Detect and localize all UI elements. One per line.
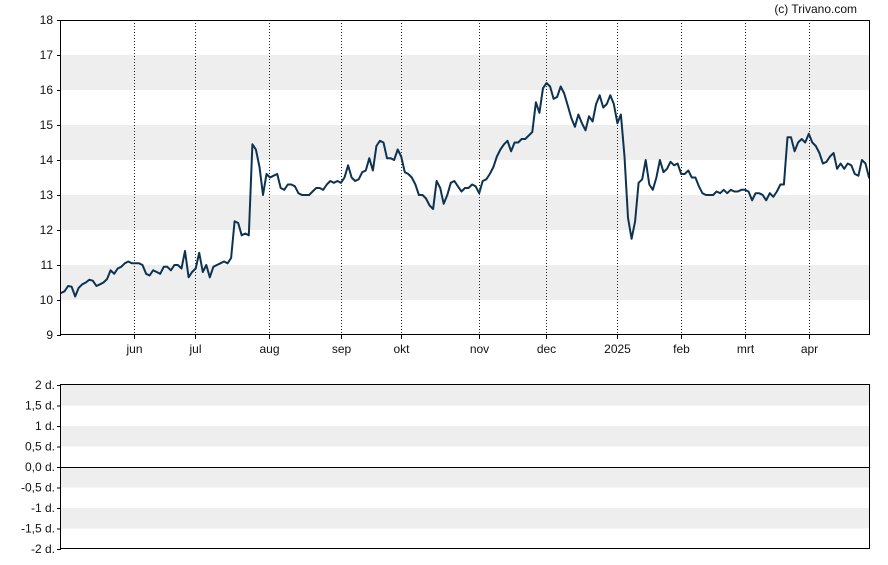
copyright-label: (c) Trivano.com bbox=[774, 2, 857, 16]
y-tick-label: 1 d. bbox=[35, 419, 55, 433]
price-chart-y-axis: 9 10 11 12 13 14 15 16 17 18 bbox=[40, 13, 61, 342]
y-tick-label: 18 bbox=[40, 13, 54, 27]
dividend-chart-frame bbox=[60, 384, 870, 549]
x-tick-label: sep bbox=[332, 342, 352, 356]
x-tick-label: jun bbox=[125, 342, 142, 356]
y-tick-label: 12 bbox=[40, 223, 54, 237]
y-tick-label: -2 d. bbox=[31, 542, 55, 556]
dividend-chart-bands bbox=[61, 385, 869, 529]
x-tick-label: apr bbox=[801, 342, 818, 356]
x-tick-label: okt bbox=[393, 342, 410, 356]
y-tick-label: 11 bbox=[41, 258, 54, 272]
y-tick-label: 14 bbox=[40, 153, 54, 167]
y-tick-label: 1,5 d. bbox=[25, 399, 55, 413]
price-chart-x-axis: jun jul aug sep okt nov dec 2025 feb mrt apr bbox=[125, 335, 818, 356]
y-tick-label: 10 bbox=[40, 293, 54, 307]
y-tick-label: 16 bbox=[40, 83, 54, 97]
price-line bbox=[60, 82, 870, 298]
x-tick-label: dec bbox=[537, 342, 556, 356]
price-band bbox=[61, 265, 869, 300]
y-tick-label: 13 bbox=[40, 188, 54, 202]
price-series bbox=[60, 82, 870, 298]
price-band bbox=[61, 55, 869, 90]
y-tick-label: -1 d. bbox=[31, 501, 55, 515]
y-tick-label: 2 d. bbox=[35, 378, 55, 392]
dividend-band bbox=[61, 426, 869, 447]
y-tick-label: 0,0 d. bbox=[25, 460, 55, 474]
price-chart: 9 10 11 12 13 14 15 16 17 18 jun jul aug sep okt nov de… bbox=[40, 13, 870, 356]
dividend-band bbox=[61, 508, 869, 529]
dividend-chart: -2 d. -1,5 d. -1 d. -0,5 d. 0,0 d. 0,5 d. 1 d.… bbox=[21, 378, 870, 556]
price-band bbox=[61, 195, 869, 230]
x-tick-label: nov bbox=[470, 342, 489, 356]
y-tick-label: 15 bbox=[40, 118, 54, 132]
x-tick-label: 2025 bbox=[604, 342, 631, 356]
dividend-band bbox=[61, 385, 869, 406]
dividend-band bbox=[61, 467, 869, 488]
y-tick-label: 0,5 d. bbox=[25, 440, 55, 454]
price-chart-bands bbox=[61, 55, 869, 300]
x-tick-label: jul bbox=[188, 342, 201, 356]
y-tick-label: 17 bbox=[40, 48, 54, 62]
x-tick-label: feb bbox=[673, 342, 690, 356]
y-tick-label: 9 bbox=[46, 328, 53, 342]
dividend-chart-y-axis: -2 d. -1,5 d. -1 d. -0,5 d. 0,0 d. 0,5 d. 1 d.… bbox=[21, 378, 61, 556]
price-chart-frame bbox=[60, 20, 870, 335]
price-band bbox=[61, 125, 869, 160]
x-tick-label: aug bbox=[259, 342, 279, 356]
y-tick-label: -1,5 d. bbox=[21, 522, 55, 536]
x-tick-label: mrt bbox=[737, 342, 755, 356]
y-tick-label: -0,5 d. bbox=[21, 481, 55, 495]
